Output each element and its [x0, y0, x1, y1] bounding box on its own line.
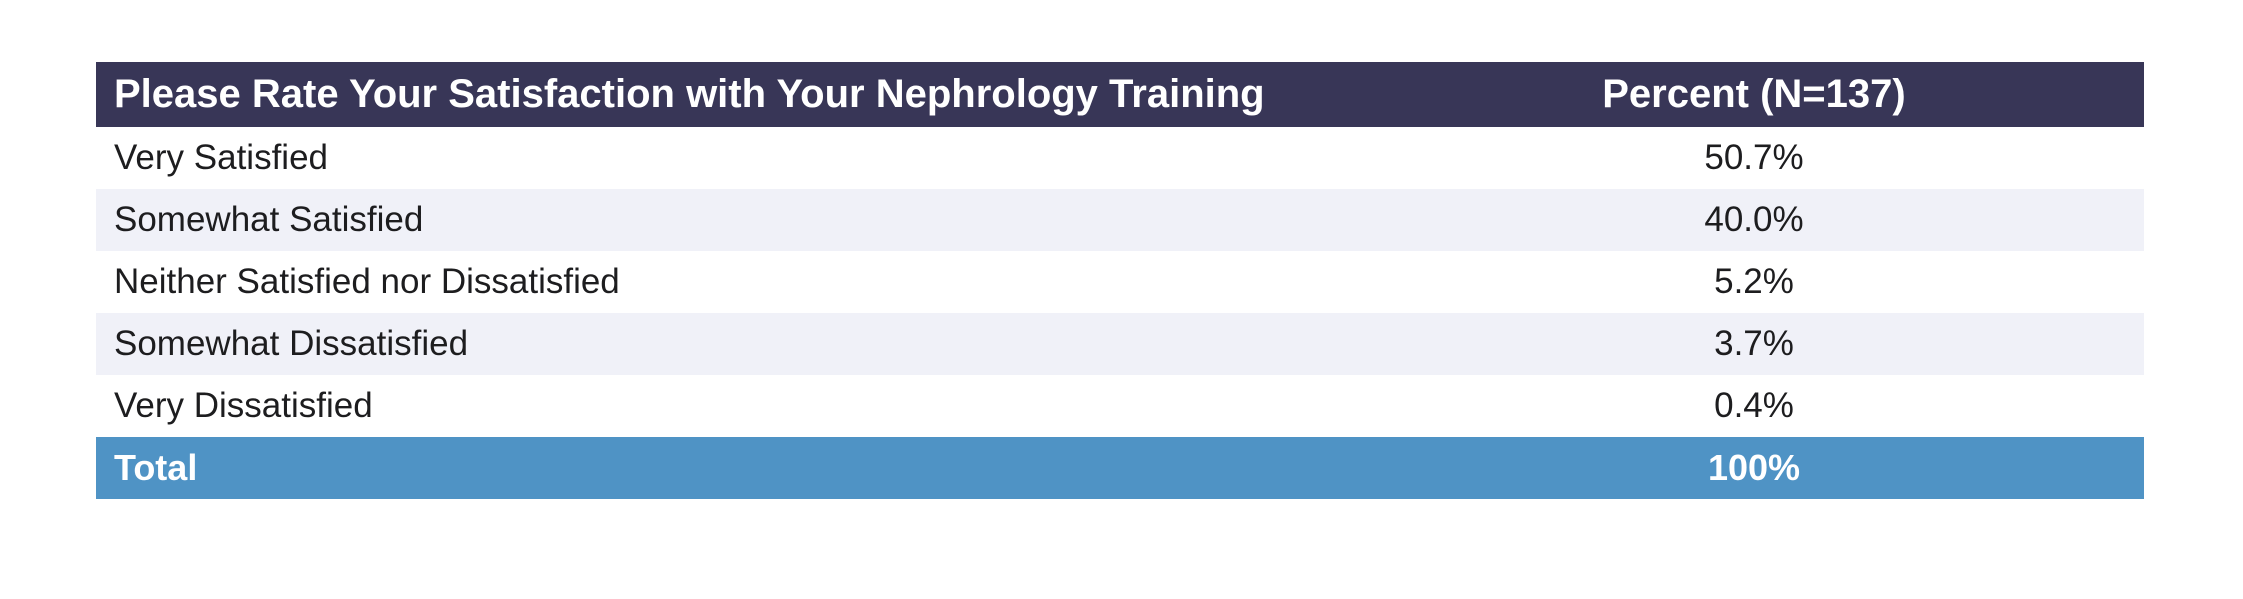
satisfaction-table: Please Rate Your Satisfaction with Your … — [96, 62, 2144, 499]
table-row: Very Dissatisfied 0.4% — [96, 375, 2144, 437]
row-value: 5.2% — [1432, 251, 2144, 313]
row-label: Very Satisfied — [96, 127, 1432, 189]
row-value: 40.0% — [1432, 189, 2144, 251]
table-row: Somewhat Satisfied 40.0% — [96, 189, 2144, 251]
total-row: Total 100% — [96, 437, 2144, 499]
table-row: Somewhat Dissatisfied 3.7% — [96, 313, 2144, 375]
total-label: Total — [96, 437, 1432, 499]
row-label: Somewhat Dissatisfied — [96, 313, 1432, 375]
row-label: Somewhat Satisfied — [96, 189, 1432, 251]
total-value: 100% — [1432, 437, 2144, 499]
row-value: 50.7% — [1432, 127, 2144, 189]
row-value: 3.7% — [1432, 313, 2144, 375]
table-row: Very Satisfied 50.7% — [96, 127, 2144, 189]
row-label: Very Dissatisfied — [96, 375, 1432, 437]
column-header-question: Please Rate Your Satisfaction with Your … — [96, 62, 1432, 127]
row-value: 0.4% — [1432, 375, 2144, 437]
table-row: Neither Satisfied nor Dissatisfied 5.2% — [96, 251, 2144, 313]
row-label: Neither Satisfied nor Dissatisfied — [96, 251, 1432, 313]
column-header-percent: Percent (N=137) — [1432, 62, 2144, 127]
table-header-row: Please Rate Your Satisfaction with Your … — [96, 62, 2144, 127]
